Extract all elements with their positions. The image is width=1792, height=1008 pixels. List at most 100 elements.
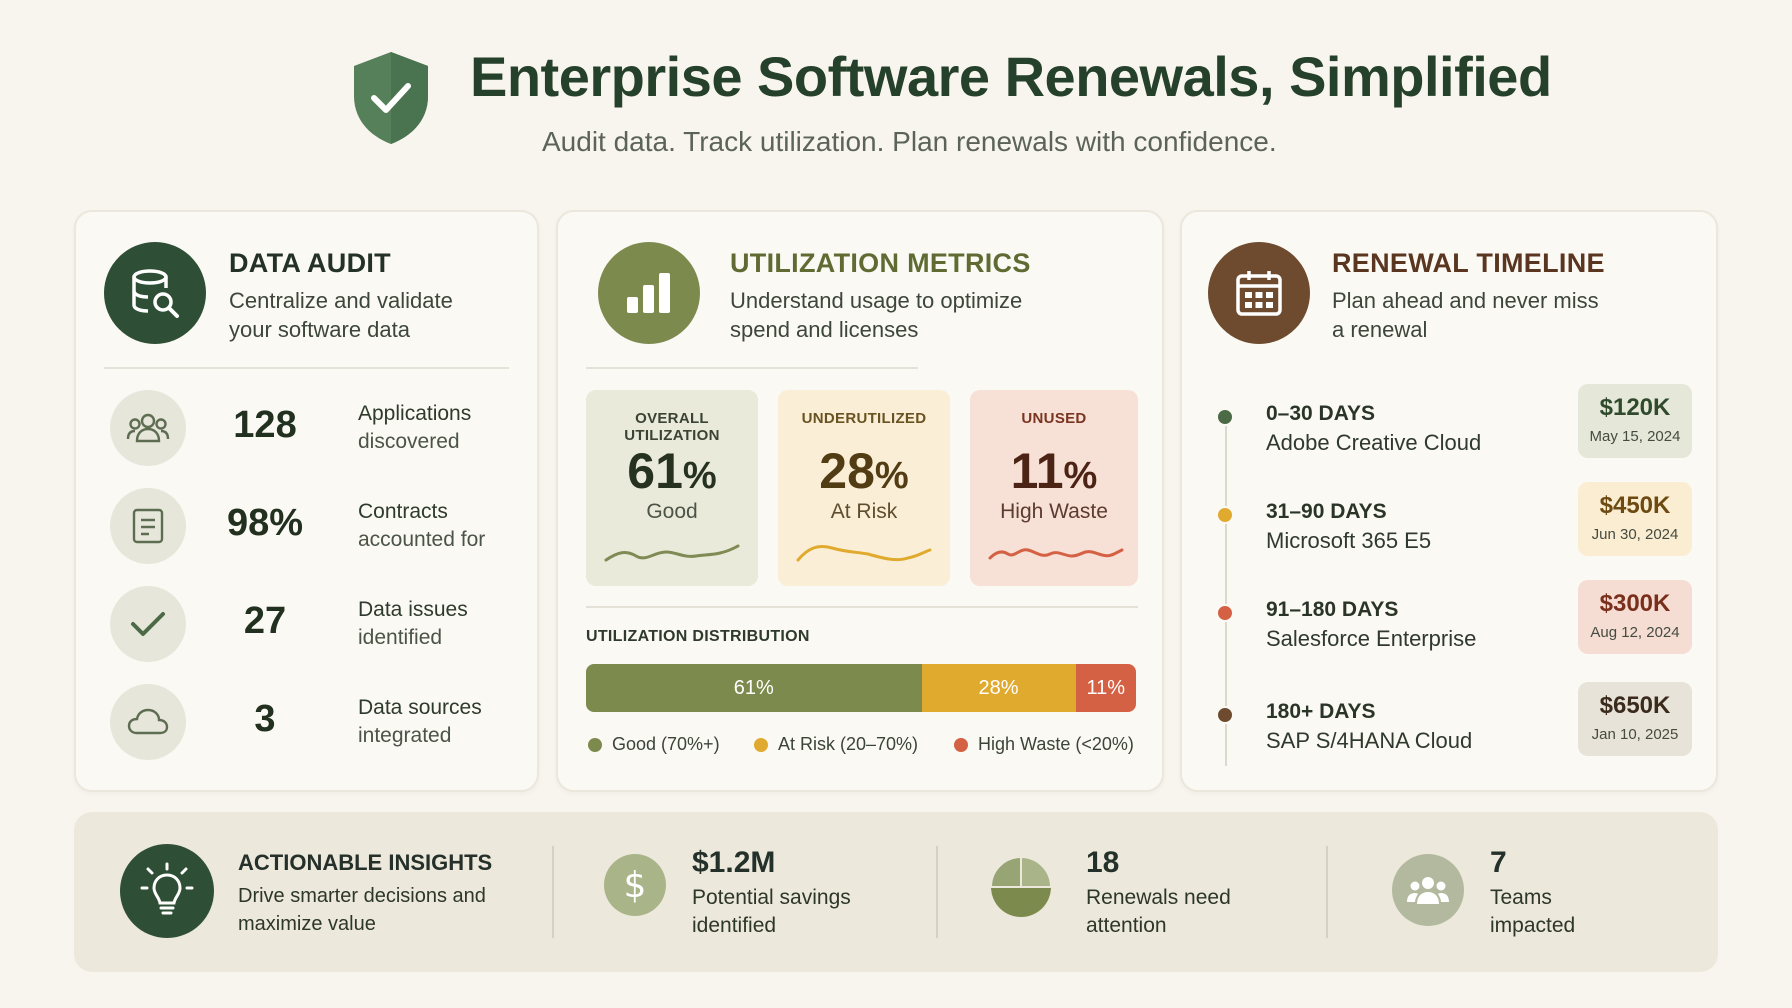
lightbulb-icon [120, 844, 214, 938]
audit-row-sources: 3 Data sources integrated [110, 684, 510, 760]
timeline-range: 91–180 DAYS [1266, 598, 1399, 621]
label-line: discovered [358, 430, 460, 453]
renewal-title: RENEWAL TIMELINE [1332, 248, 1605, 278]
dollar-glyph: $ [623, 864, 647, 906]
sparkline-waste [988, 548, 1124, 560]
tile-unit: % [1063, 455, 1098, 497]
timeline-app-name: Adobe Creative Cloud [1266, 430, 1482, 455]
tile-value: 61% [586, 442, 758, 500]
timeline-app-name: SAP S/4HANA Cloud [1266, 728, 1473, 753]
renewal-date: Jan 10, 2025 [1591, 726, 1679, 743]
renewal-amount-badge: $300K Aug 12, 2024 [1578, 580, 1692, 654]
desc-line: Plan ahead and never miss [1332, 288, 1599, 313]
page-header: Enterprise Software Renewals, Simplified… [0, 0, 1792, 190]
legend-label: At Risk (20–70%) [778, 734, 919, 754]
timeline-item[interactable]: 0–30 DAYS Adobe Creative Cloud $120K May… [1216, 384, 1696, 492]
renewal-amount: $120K [1599, 394, 1671, 421]
band-separator [552, 846, 554, 938]
renewal-amount: $650K [1599, 692, 1671, 719]
renewal-timeline-card: RENEWAL TIMELINE Plan ahead and never mi… [1180, 210, 1718, 792]
tile-value: 11% [970, 442, 1138, 500]
timeline-item[interactable]: 180+ DAYS SAP S/4HANA Cloud $650K Jan 10… [1216, 682, 1696, 790]
insights-title: ACTIONABLE INSIGHTS [238, 850, 493, 875]
label-line: attention [1086, 914, 1167, 937]
distribution-segment-at-risk: 28% [921, 664, 1076, 712]
tile-number: 61 [627, 443, 683, 499]
label-line: Potential savings [692, 886, 851, 909]
timeline-dot [1216, 604, 1234, 622]
desc-line: spend and licenses [730, 317, 919, 342]
timeline-dot [1216, 506, 1234, 524]
data-audit-card: DATA AUDIT Centralize and validate your … [74, 210, 539, 792]
distribution-segment-good: 61% [586, 664, 922, 712]
legend-good: Good (70%+) [588, 734, 720, 755]
renewal-amount-badge: $450K Jun 30, 2024 [1578, 482, 1692, 556]
desc-line: Centralize and validate [229, 288, 453, 313]
tile-unit: % [682, 455, 717, 497]
utilization-desc: Understand usage to optimize spend and l… [730, 286, 1022, 344]
check-icon [110, 586, 186, 662]
distribution-bar: 61% 28% 11% [586, 664, 1136, 712]
legend-label: Good (70%+) [612, 734, 720, 754]
tile-unused: UNUSED 11% High Waste [970, 390, 1138, 586]
label-line: Renewals need [1086, 886, 1231, 909]
audit-row-contracts: 98% Contracts accounted for [110, 488, 510, 564]
divider [586, 606, 1138, 608]
users-icon [110, 390, 186, 466]
label-line: Data issues [358, 598, 468, 621]
pie-chart-icon [990, 856, 1052, 917]
label-line: Contracts [358, 500, 448, 523]
tile-caption: OVERALL UTILIZATION [624, 410, 720, 444]
calendar-icon [1208, 242, 1310, 344]
legend-dot [754, 737, 768, 752]
utilization-title: UTILIZATION METRICS [730, 248, 1031, 278]
audit-value: 3 [254, 698, 276, 740]
renewals-value: 18 [1086, 846, 1120, 879]
tile-value: 28% [778, 442, 950, 500]
utilization-card: UTILIZATION METRICS Understand usage to … [556, 210, 1164, 792]
desc-line: a renewal [1332, 317, 1428, 342]
band-separator [1326, 846, 1328, 938]
label-line: identified [692, 914, 777, 937]
renewal-desc: Plan ahead and never miss a renewal [1332, 286, 1599, 344]
label-line: Data sources [358, 696, 482, 719]
label-line: identified [358, 626, 443, 649]
audit-label: Data sources integrated [358, 694, 482, 750]
page-title: Enterprise Software Renewals, Simplified [470, 45, 1552, 108]
dollar-icon: $ [604, 854, 666, 916]
tile-number: 11 [1010, 443, 1064, 499]
renewal-date: Jun 30, 2024 [1591, 526, 1679, 543]
timeline-item[interactable]: 31–90 DAYS Microsoft 365 E5 $450K Jun 30… [1216, 482, 1696, 590]
cloud-icon [110, 684, 186, 760]
renewal-amount-badge: $120K May 15, 2024 [1578, 384, 1692, 458]
insights-desc: Drive smarter decisions and maximize val… [238, 882, 486, 938]
timeline-item[interactable]: 91–180 DAYS Salesforce Enterprise $300K … [1216, 580, 1696, 688]
desc-line: your software data [229, 317, 410, 342]
band-separator [936, 846, 938, 938]
audit-value: 128 [233, 404, 297, 446]
savings-value: $1.2M [692, 846, 776, 879]
label-line: Teams [1490, 886, 1552, 909]
data-audit-desc: Centralize and validate your software da… [229, 286, 453, 344]
tile-caption: UNDERUTILIZED [801, 410, 927, 427]
divider [104, 367, 509, 369]
audit-label: Contracts accounted for [358, 498, 485, 554]
legend-waste: High Waste (<20%) [954, 734, 1134, 755]
renewal-amount: $300K [1599, 590, 1671, 617]
tile-caption: UNUSED [1021, 410, 1087, 427]
divider [586, 367, 918, 369]
renewal-date: Aug 12, 2024 [1590, 624, 1680, 641]
label-line: accounted for [358, 528, 486, 551]
tile-underutilized: UNDERUTILIZED 28% At Risk [778, 390, 950, 586]
insights-band: ACTIONABLE INSIGHTS Drive smarter decisi… [74, 812, 1718, 972]
bar-chart-icon [598, 242, 700, 344]
audit-row-applications: 128 Applications discovered [110, 390, 510, 466]
desc-line: Understand usage to optimize [730, 288, 1023, 313]
audit-value: 98% [226, 502, 304, 544]
tile-status: At Risk [830, 500, 898, 523]
timeline-range: 0–30 DAYS [1266, 402, 1375, 425]
audit-label: Applications discovered [358, 400, 471, 456]
renewals-label: Renewals need attention [1086, 884, 1231, 940]
timeline-app-name: Microsoft 365 E5 [1266, 528, 1432, 553]
team-icon [1392, 854, 1464, 926]
